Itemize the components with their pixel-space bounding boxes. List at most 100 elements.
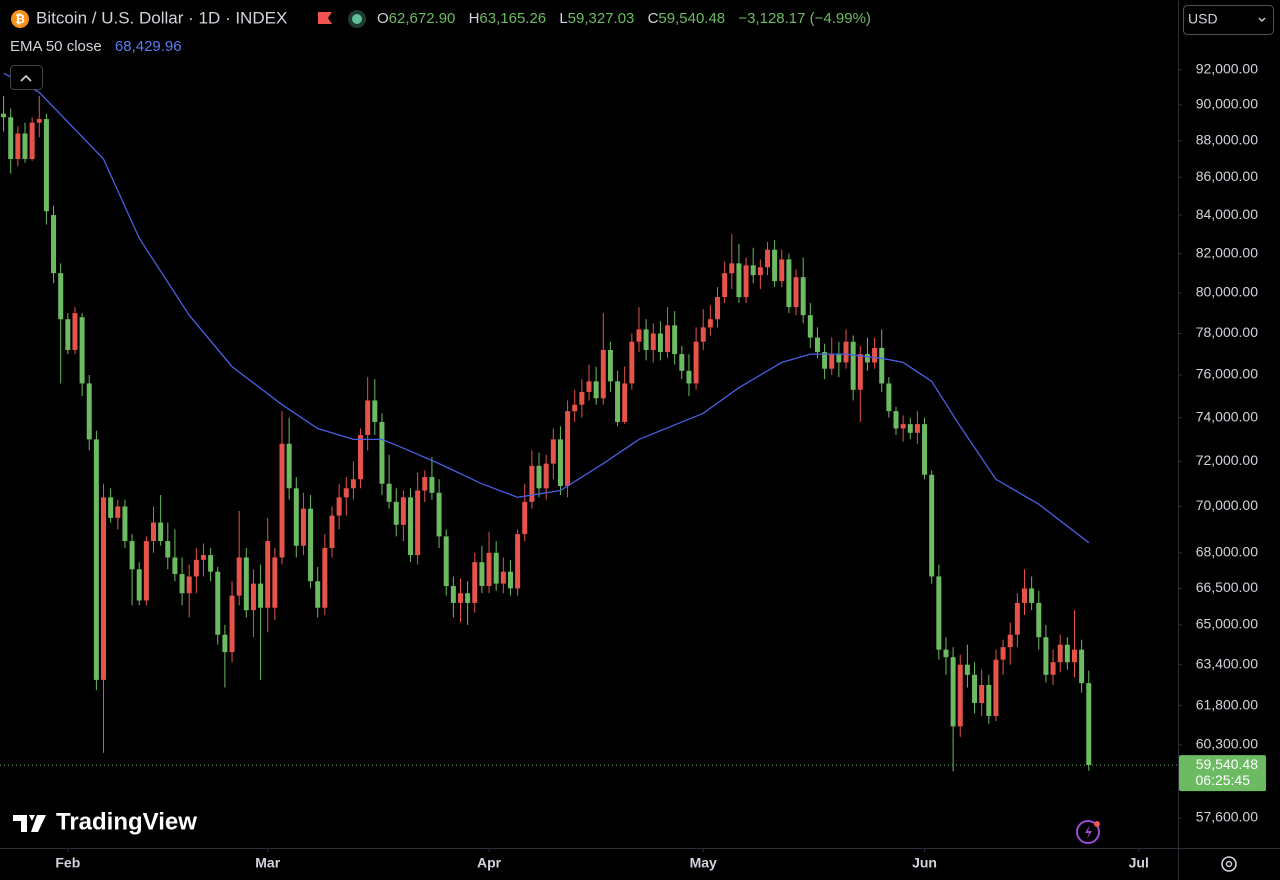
candle-body xyxy=(379,421,385,484)
candle-body xyxy=(1079,649,1085,684)
candle-body xyxy=(715,297,721,320)
candle-body xyxy=(1014,602,1020,635)
candle-body xyxy=(836,354,842,363)
candle-body xyxy=(515,534,521,589)
candle-body xyxy=(158,522,164,542)
candle-body xyxy=(636,329,642,342)
candle-body xyxy=(22,133,28,159)
candle-body xyxy=(315,581,321,608)
candle-body xyxy=(843,341,849,363)
candle-body xyxy=(72,313,78,350)
alert-icon[interactable] xyxy=(1076,820,1100,844)
candle-body xyxy=(365,400,371,436)
candle-body xyxy=(864,354,870,363)
candle-body xyxy=(472,562,478,603)
candle-body xyxy=(243,557,249,611)
y-tick-label: 74,000.00 xyxy=(1196,408,1258,424)
y-tick-label: 84,000.00 xyxy=(1196,206,1258,222)
last-price-label: 59,540.48 xyxy=(1196,756,1258,772)
candle-body xyxy=(657,333,663,353)
candle-body xyxy=(429,477,435,493)
candle-body xyxy=(893,411,899,429)
candle-body xyxy=(707,319,713,328)
candle-body xyxy=(650,333,656,350)
candle-body xyxy=(529,465,535,502)
candle-body xyxy=(386,483,392,502)
candle-body xyxy=(500,571,506,584)
x-tick-label: Feb xyxy=(55,855,80,871)
currency-select[interactable] xyxy=(1183,5,1274,35)
candle-body xyxy=(593,381,599,399)
candle-body xyxy=(736,263,742,298)
candle-body xyxy=(1086,683,1092,766)
candle-body xyxy=(672,325,678,355)
candle-body xyxy=(8,117,14,159)
x-tick-label: Jun xyxy=(912,855,937,871)
candle-body xyxy=(700,327,706,342)
candle-body xyxy=(793,277,799,308)
y-tick-label: 86,000.00 xyxy=(1196,168,1258,184)
y-tick-label: 92,000.00 xyxy=(1196,60,1258,76)
candle-body xyxy=(65,319,71,350)
low-value: 59,327.03 xyxy=(568,10,635,27)
open-value: 62,672.90 xyxy=(389,10,456,27)
candle-body xyxy=(93,439,99,680)
candle-body xyxy=(215,571,221,635)
flag-icon[interactable] xyxy=(318,12,332,24)
x-tick-label: Apr xyxy=(477,855,502,871)
candle-body xyxy=(679,354,685,371)
settings-icon-center xyxy=(1225,860,1233,868)
candle-body xyxy=(293,488,299,546)
candle-body xyxy=(372,400,378,422)
candle-body xyxy=(436,492,442,537)
candle-body xyxy=(607,349,613,382)
candle-body xyxy=(400,497,406,525)
candle-body xyxy=(743,265,749,298)
y-tick-label: 82,000.00 xyxy=(1196,244,1258,260)
candle-body xyxy=(150,522,156,542)
y-tick-label: 63,400.00 xyxy=(1196,655,1258,671)
high-key: H xyxy=(469,10,480,27)
candle-body xyxy=(764,249,770,268)
candle-body xyxy=(522,501,528,535)
candle-body xyxy=(800,277,806,316)
candle-body xyxy=(108,497,114,518)
candle-body xyxy=(308,508,314,582)
candle-body xyxy=(450,586,456,603)
candle-body xyxy=(415,490,421,556)
candle-body xyxy=(336,497,342,516)
candle-body xyxy=(329,515,335,549)
close-key: C xyxy=(648,10,659,27)
candle-body xyxy=(872,347,878,363)
candle-body xyxy=(936,576,942,650)
settings-icon[interactable] xyxy=(1221,856,1237,872)
candle-body xyxy=(479,562,485,587)
candle-body xyxy=(486,552,492,587)
candle-body xyxy=(914,424,920,433)
candle-body xyxy=(79,317,85,384)
candle-body xyxy=(1043,637,1049,675)
candle-body xyxy=(115,506,121,518)
candle-body xyxy=(900,424,906,429)
collapse-icon xyxy=(20,74,32,82)
last-price-box xyxy=(1179,755,1266,792)
bitcoin-icon xyxy=(11,10,29,28)
x-tick-label: May xyxy=(690,855,717,871)
candle-body xyxy=(979,684,985,703)
candle-body xyxy=(343,488,349,498)
countdown-label: 06:25:45 xyxy=(1196,772,1251,788)
symbol-title[interactable]: Bitcoin / U.S. Dollar · 1D · INDEX xyxy=(36,8,287,27)
candle-body xyxy=(101,497,107,680)
candle-body xyxy=(200,555,206,560)
high-value: 63,165.26 xyxy=(479,10,546,27)
candle-body xyxy=(186,576,192,594)
indicator-legend[interactable]: EMA 50 close 68,429.96 xyxy=(10,38,182,55)
y-tick-label: 61,800.00 xyxy=(1196,696,1258,712)
candle-body xyxy=(250,583,256,611)
candle-body xyxy=(950,657,956,727)
y-tick-label: 57,600.00 xyxy=(1196,809,1258,825)
candle-body xyxy=(750,265,756,276)
ema-line xyxy=(3,72,1090,544)
candle-body xyxy=(193,559,199,577)
